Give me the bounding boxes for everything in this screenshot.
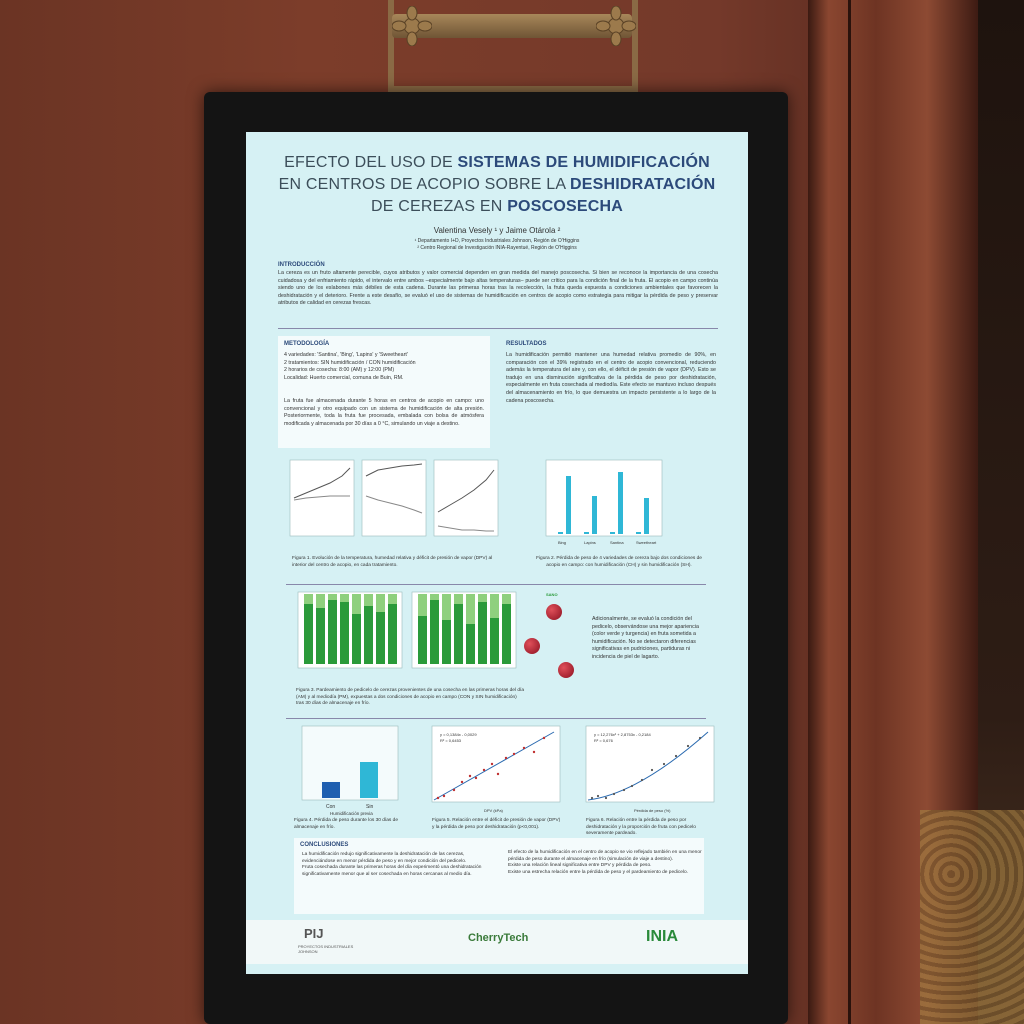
- figure-3-caption: Figura 3. Pardeamiento de pedicelo de ce…: [296, 688, 524, 706]
- pij-logo-subtitle: PROYECTOS INDUSTRIALES JOHNSON: [298, 944, 354, 954]
- fig2-label-lapins: Lapins: [584, 540, 596, 545]
- fig5-xlabel: DPV (kPa): [484, 808, 504, 813]
- affiliations: ¹ Departamento I+D, Proyectos Industrial…: [414, 238, 580, 251]
- conclusion-item: Fruta cosechada durante las primeras hor…: [302, 865, 482, 877]
- method-heading: METODOLOGÍA: [284, 341, 330, 347]
- cherry-medium-icon: [524, 638, 540, 654]
- figure-2-bar-chart: Bing Lapins Santina Sweetheart: [545, 459, 663, 545]
- fig2-label-santina: Santina: [610, 540, 624, 545]
- cherry-severe-icon: [558, 662, 574, 678]
- inia-logo: INIA: [646, 928, 678, 945]
- carpet: [920, 810, 1024, 1024]
- methodology-box: [278, 336, 490, 448]
- figure-3-stacked-bars: [297, 591, 517, 669]
- fig4-xlabel: Humidificación previa: [330, 811, 373, 816]
- logo-bar: [246, 920, 748, 964]
- figure-4-caption: Figura 4. Pérdida de peso durante los 30…: [294, 818, 399, 830]
- figure-2-caption: Figura 2. Pérdida de peso de 4 variedade…: [536, 556, 702, 568]
- method-paragraph: La fruta fue almacenada durante 5 horas …: [284, 398, 484, 427]
- fig4-xtick-sin: Sin: [366, 804, 373, 810]
- intro-heading: INTRODUCCIÓN: [278, 262, 325, 268]
- fig3-am-chart: [297, 591, 403, 669]
- cherrytech-logo: CherryTech: [468, 932, 529, 944]
- conclusion-item: Existe una relación lineal significativa…: [508, 863, 652, 869]
- figure-1-line-charts: [289, 459, 499, 537]
- figure-5-scatter-chart: y = 0,1384x - 0,0029 R² = 0,6453 DPV (kP…: [431, 725, 561, 813]
- divider: [278, 328, 718, 329]
- conclusion-item: El efecto de la humidificación en el cen…: [508, 850, 702, 862]
- fig2-label-bing: Bing: [558, 540, 566, 545]
- fig4-bar-con: [322, 782, 340, 798]
- fig1-dpv-chart: [433, 459, 499, 537]
- fig3-pm-chart: [411, 591, 517, 669]
- fig4-xtick-con: Con: [326, 804, 335, 810]
- conclusion-item: Existe una estrecha relación entre la pé…: [508, 869, 688, 875]
- figure-1-caption: Figura 1. Evolución de la temperatura, h…: [292, 556, 493, 568]
- conclusions-right: El efecto de la humidificación en el cen…: [508, 850, 702, 876]
- divider: [286, 718, 706, 719]
- method-list: 4 variedades: 'Santina', 'Bing', 'Lapins…: [284, 352, 416, 381]
- poster-title: EFECTO DEL USO DE SISTEMAS DE HUMIDIFICA…: [278, 154, 716, 215]
- figure-4-bar-chart: Con Sin Humidificación previa: [301, 725, 399, 816]
- fig1-temperature-chart: [289, 459, 355, 537]
- fig1-humidity-chart: [361, 459, 427, 537]
- divider: [286, 584, 706, 585]
- figure-5-caption: Figura 5. Relación entre el déficit de p…: [432, 818, 561, 830]
- rosette-ornament-left: [392, 6, 432, 46]
- fig6-r2: R² = 0,676: [594, 738, 614, 743]
- conclusions-box: [294, 838, 704, 914]
- pedicel-text: Adicionalmente, se evaluó la condición d…: [592, 616, 699, 660]
- ornate-frame-bar: [392, 14, 632, 38]
- poster-screen: EFECTO DEL USO DE SISTEMAS DE HUMIDIFICA…: [246, 132, 748, 974]
- rosette-ornament-right: [596, 6, 636, 46]
- conclusions-heading: CONCLUSIONES: [300, 842, 349, 848]
- figure-6-scatter-chart: y = 12,276x² + 2,8753x - 0,2184 R² = 0,6…: [585, 725, 715, 813]
- authors: Valentina Vesely ¹ y Jaime Otárola ²: [433, 226, 561, 235]
- fig5-points: [436, 736, 546, 800]
- fig6-equation: y = 12,276x² + 2,8753x - 0,2184: [594, 732, 651, 737]
- label-sano: SANO: [546, 592, 558, 597]
- results-text: La humidificación permitió mantener una …: [506, 352, 716, 404]
- ornate-frame: [388, 0, 638, 92]
- intro-text: La cereza es un fruto altamente perecibl…: [278, 270, 718, 307]
- fig6-points: [590, 736, 702, 800]
- cherry-healthy-icon: [546, 604, 562, 620]
- results-heading: RESULTADOS: [506, 341, 547, 347]
- fig2-label-sweetheart: Sweetheart: [636, 540, 657, 545]
- fig5-equation: y = 0,1384x - 0,0029: [440, 732, 477, 737]
- conclusions-left: La humidificación redujo significativame…: [302, 852, 498, 878]
- figure-6-caption: Figura 6. Relación entre la pérdida de p…: [586, 818, 696, 836]
- fig6-xlabel: Pérdida de peso (%): [634, 808, 671, 813]
- fig2-bars: [558, 472, 649, 534]
- fig5-r2: R² = 0,6453: [440, 738, 462, 743]
- pij-logo: PIJ: [304, 926, 324, 941]
- fig4-bar-sin: [360, 762, 378, 798]
- conclusion-item: La humidificación redujo significativame…: [302, 852, 467, 864]
